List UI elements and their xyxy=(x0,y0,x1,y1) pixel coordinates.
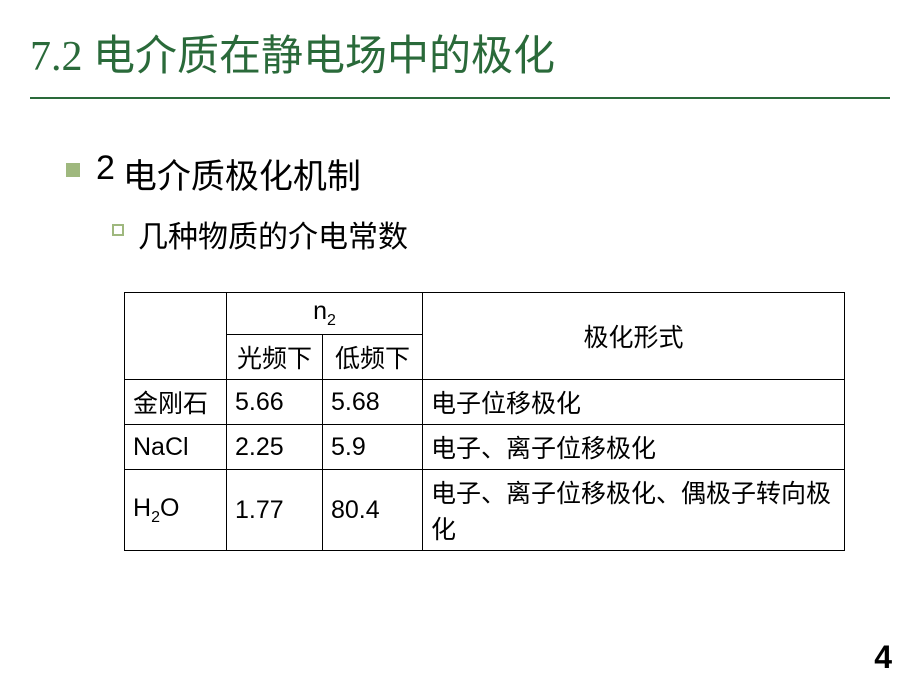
table-row: H2O 1.77 80.4 电子、离子位移极化、偶极子转向极化 xyxy=(125,470,845,551)
heading1-text: 电介质极化机制 xyxy=(123,149,361,198)
cell-form-2: 电子、离子位移极化、偶极子转向极化 xyxy=(423,470,845,551)
heading1-number: 2 xyxy=(96,149,115,188)
bullet-level-2: 几种物质的介电常数 xyxy=(112,212,890,256)
square-bullet-icon xyxy=(66,163,80,177)
cell-form-1: 电子、离子位移极化 xyxy=(423,425,845,470)
cell-material-2: H2O xyxy=(125,470,227,551)
table-wrapper: n2 极化形式 光频下 低频下 金刚石 5.66 5.68 电子位移极化 NaC… xyxy=(124,292,890,551)
h2o-2: 2 xyxy=(151,509,160,526)
h2o-h: H xyxy=(133,494,151,522)
header-low: 低频下 xyxy=(323,335,423,380)
header-form: 极化形式 xyxy=(423,293,845,380)
h2o-o: O xyxy=(160,494,179,522)
cell-material-1: NaCl xyxy=(125,425,227,470)
table-row: 金刚石 5.66 5.68 电子位移极化 xyxy=(125,380,845,425)
n2-sub: 2 xyxy=(327,312,336,329)
title-number: 7.2 xyxy=(30,34,83,80)
cell-form-0: 电子位移极化 xyxy=(423,380,845,425)
dielectric-table: n2 极化形式 光频下 低频下 金刚石 5.66 5.68 电子位移极化 NaC… xyxy=(124,292,845,551)
cell-low-1: 5.9 xyxy=(323,425,423,470)
cell-low-2: 80.4 xyxy=(323,470,423,551)
header-empty xyxy=(125,293,227,380)
cell-light-0: 5.66 xyxy=(227,380,323,425)
cell-light-1: 2.25 xyxy=(227,425,323,470)
heading2-text: 几种物质的介电常数 xyxy=(138,212,408,256)
cell-low-0: 5.68 xyxy=(323,380,423,425)
n2-main: n xyxy=(313,297,327,325)
hollow-square-icon xyxy=(112,224,124,236)
title-text: 电介质在静电场中的极化 xyxy=(93,34,555,80)
bullet-level-1: 2 电介质极化机制 xyxy=(66,149,890,198)
slide-container: 7.2 电介质在静电场中的极化 2 电介质极化机制 几种物质的介电常数 n2 极… xyxy=(0,0,920,690)
table-row: NaCl 2.25 5.9 电子、离子位移极化 xyxy=(125,425,845,470)
page-number: 4 xyxy=(874,639,892,676)
header-n2: n2 xyxy=(227,293,423,335)
slide-title: 7.2 电介质在静电场中的极化 xyxy=(30,22,890,99)
header-light: 光频下 xyxy=(227,335,323,380)
cell-light-2: 1.77 xyxy=(227,470,323,551)
content-area: 2 电介质极化机制 几种物质的介电常数 n2 极化形式 光频下 低频下 xyxy=(30,99,890,551)
cell-material-0: 金刚石 xyxy=(125,380,227,425)
table-header-row-1: n2 极化形式 xyxy=(125,293,845,335)
